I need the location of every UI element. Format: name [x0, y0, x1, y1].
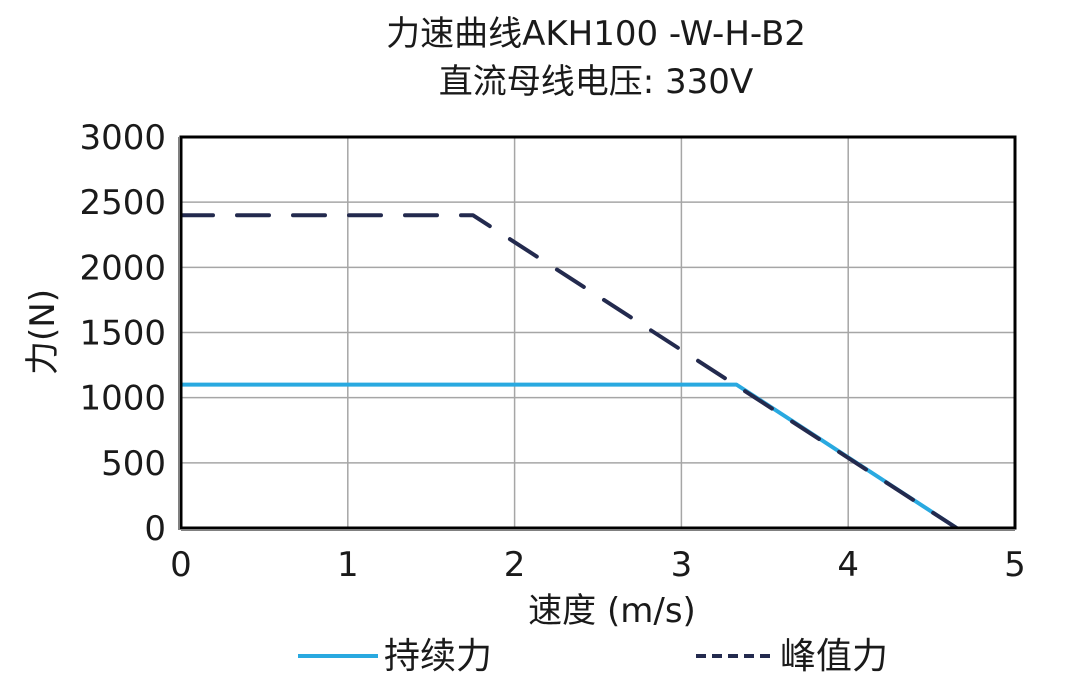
x-tick-labels: 0 1 2 3 4 5 — [170, 545, 1026, 585]
legend: 持续力 峰值力 — [298, 636, 888, 677]
x-tick-label: 2 — [504, 545, 526, 585]
y-tick-label: 1500 — [79, 314, 166, 354]
x-axis-label: 速度 (m/s) — [528, 591, 696, 631]
x-tick-label: 1 — [337, 545, 359, 585]
x-tick-label: 3 — [671, 545, 693, 585]
grid-lines — [180, 136, 1016, 529]
x-tick-label: 4 — [837, 545, 859, 585]
series-lines — [179, 213, 959, 530]
x-tick-label: 0 — [170, 545, 192, 585]
y-tick-label: 0 — [144, 509, 166, 549]
continuous-force-line — [181, 382, 958, 530]
legend-continuous-label: 持续力 — [384, 636, 492, 677]
y-tick-label: 500 — [101, 444, 166, 484]
peak-force-line — [179, 213, 959, 530]
y-tick-label: 1000 — [79, 379, 166, 419]
plot-frame — [179, 135, 1017, 530]
x-tick-label: 5 — [1004, 545, 1026, 585]
chart-subtitle: 直流母线电压: 330V — [438, 62, 754, 102]
legend-peak-label: 峰值力 — [780, 636, 888, 677]
y-tick-label: 3000 — [79, 118, 166, 158]
y-axis-label: 力(N) — [23, 289, 63, 375]
y-tick-label: 2000 — [79, 248, 166, 288]
y-tick-label: 2500 — [79, 183, 166, 223]
y-tick-labels: 0 500 1000 1500 2000 2500 3000 — [79, 118, 166, 549]
chart-title: 力速曲线AKH100 -W-H-B2 — [386, 14, 806, 54]
